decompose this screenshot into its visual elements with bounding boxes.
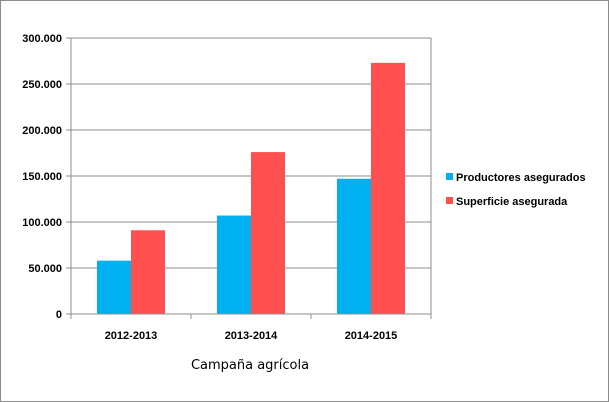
y-tick-label: 0 (56, 309, 62, 321)
legend-swatch (446, 197, 453, 204)
x-tick-label: 2012-2013 (105, 330, 158, 342)
y-tick-label: 250.000 (22, 79, 62, 91)
bar-superficie-asegurada-2012-2013 (131, 230, 165, 314)
y-tick-label: 150.000 (22, 171, 62, 183)
y-tick-label: 300.000 (22, 33, 62, 45)
y-tick-label: 50.000 (28, 263, 62, 275)
bar-productores-asegurados-2013-2014 (217, 215, 251, 314)
y-tick-label: 100.000 (22, 217, 62, 229)
y-tick-labels: 0 50.000 100.000 150.000 200.000 250.000 300.0… (22, 33, 62, 321)
bars (97, 62, 405, 315)
x-axis-title: Campaña agrícola (191, 358, 309, 373)
axes (70, 38, 432, 319)
legend: Productores asegurados Superficie asegura… (446, 172, 586, 208)
x-tick-label: 2013-2014 (225, 330, 278, 342)
x-tick-labels: 2012-2013 2013-2014 2014-2015 (105, 330, 398, 342)
bar-productores-asegurados-2014-2015 (337, 178, 371, 314)
bar-superficie-asegurada-2013-2014 (251, 152, 285, 314)
bar-productores-asegurados-2012-2013 (97, 260, 131, 314)
legend-swatch (446, 173, 453, 180)
legend-label: Productores asegurados (456, 172, 586, 184)
legend-label: Superficie asegurada (456, 196, 568, 208)
y-tick-label: 200.000 (22, 125, 62, 137)
bar-superficie-asegurada-2014-2015 (371, 62, 405, 315)
x-tick-label: 2014-2015 (345, 330, 398, 342)
